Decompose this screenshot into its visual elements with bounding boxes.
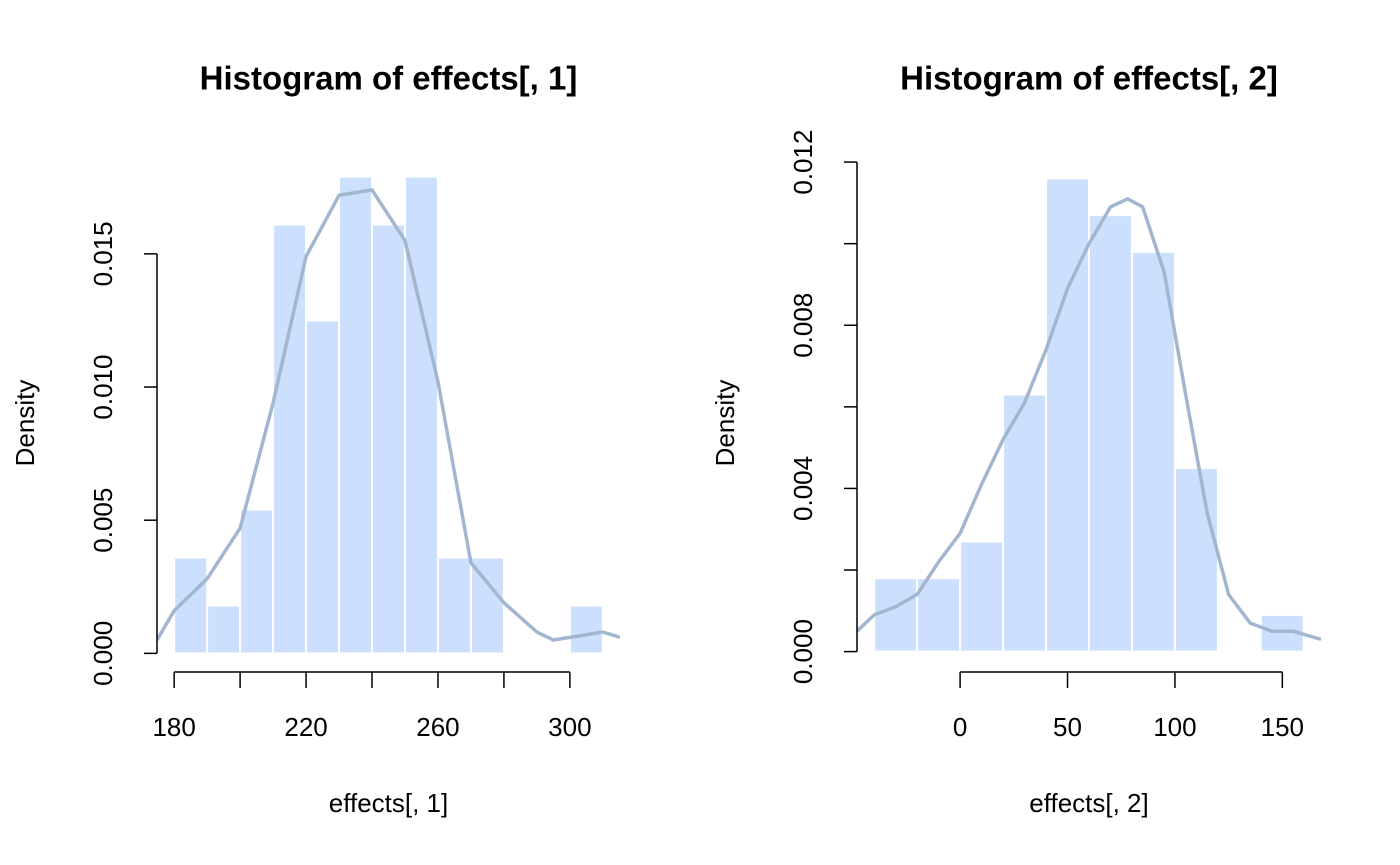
x-tick-label: 260 <box>416 712 459 742</box>
chart-title: Histogram of effects[, 1] <box>200 60 578 97</box>
density-line <box>157 188 620 642</box>
y-axis-label: Density <box>710 380 740 467</box>
y-tick-label: 0.000 <box>88 621 118 686</box>
bar <box>371 223 406 655</box>
bar <box>272 223 308 655</box>
y-tick-label: 0.010 <box>88 354 118 419</box>
y-tick-label: 0.008 <box>788 293 818 358</box>
y-tick-label: 0.005 <box>88 488 118 553</box>
x-axis-label: effects[, 2] <box>1029 788 1148 818</box>
y-tick-label: 0.004 <box>788 456 818 521</box>
x-tick-label: 50 <box>1053 712 1082 742</box>
x-tick-label: 180 <box>152 712 195 742</box>
bar <box>436 556 472 655</box>
bar <box>1173 467 1219 653</box>
bar <box>338 175 374 655</box>
bar <box>916 577 962 653</box>
bar <box>206 604 242 655</box>
y-tick-label: 0.000 <box>788 619 818 684</box>
bar <box>1002 393 1048 653</box>
x-tick-label: 300 <box>548 712 591 742</box>
bar <box>568 604 604 655</box>
y-tick-label: 0.015 <box>88 221 118 286</box>
y-axis-label: Density <box>10 380 40 467</box>
chart-title: Histogram of effects[, 2] <box>900 60 1278 97</box>
x-tick-label: 0 <box>953 712 967 742</box>
bar <box>873 577 919 653</box>
bar <box>1088 214 1133 653</box>
bar <box>1130 250 1176 653</box>
bar <box>305 319 341 655</box>
bar <box>469 556 505 655</box>
bar <box>239 508 275 655</box>
bar <box>1045 177 1090 653</box>
x-axis-label: effects[, 1] <box>329 788 448 818</box>
y-tick-label: 0.012 <box>788 130 818 195</box>
bar <box>959 540 1005 653</box>
density-line <box>857 196 1321 642</box>
x-tick-label: 220 <box>284 712 327 742</box>
x-tick-label: 100 <box>1153 712 1196 742</box>
bar <box>403 175 439 655</box>
x-tick-label: 150 <box>1261 712 1304 742</box>
